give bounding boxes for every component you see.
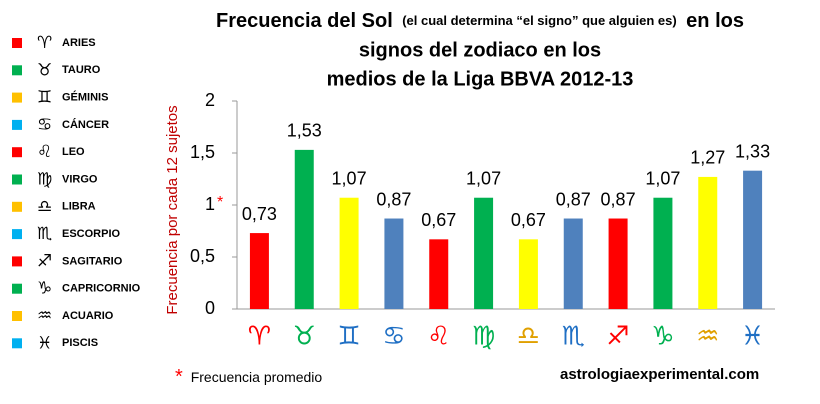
- legend-label: CÁNCER: [62, 118, 109, 131]
- value-label: 1,27: [690, 148, 725, 168]
- bar: [563, 218, 583, 309]
- legend-swatch: [12, 311, 22, 321]
- y-tick-label: 1: [205, 194, 215, 214]
- value-label: 1,07: [466, 168, 501, 188]
- value-label: 0,73: [242, 204, 277, 224]
- legend-label: LIBRA: [62, 201, 96, 213]
- legend-swatch: [12, 119, 22, 130]
- average-marker: *: [217, 194, 223, 211]
- title-part: Frecuencia del Sol: [216, 10, 393, 32]
- bar: [339, 197, 359, 309]
- legend-symbol: ♐: [37, 251, 52, 271]
- value-label: 1,07: [332, 168, 367, 188]
- bar: [608, 218, 628, 309]
- legend-swatch: [12, 338, 22, 349]
- value-label: 1,33: [735, 141, 770, 161]
- legend-symbol: ♌: [37, 142, 52, 162]
- legend-swatch: [12, 174, 22, 185]
- value-label: 0,87: [556, 189, 591, 209]
- x-tick-label: ♏: [562, 322, 585, 352]
- value-label: 0,67: [421, 210, 456, 230]
- legend-symbol: ♉: [37, 60, 52, 80]
- legend-swatch: [12, 283, 22, 294]
- x-tick-label: ♈: [248, 322, 271, 352]
- y-tick-label: 0,5: [190, 246, 215, 266]
- chart-title: signos del zodiaco en los: [359, 39, 601, 61]
- legend-swatch: [12, 201, 22, 212]
- legend-label: CAPRICORNIO: [62, 283, 141, 295]
- legend-label: TAURO: [62, 64, 101, 76]
- x-tick-label: ♋: [382, 322, 405, 352]
- legend-swatch: [12, 256, 22, 267]
- legend-label: GÉMINIS: [62, 91, 108, 104]
- legend-symbol: ♑: [37, 279, 52, 299]
- bar: [384, 218, 404, 309]
- footnote-text: Frecuencia promedio: [191, 369, 323, 385]
- x-tick-label: ♑: [651, 322, 674, 352]
- value-label: 0,87: [376, 189, 411, 209]
- x-tick-label: ♍: [472, 322, 495, 352]
- legend-label: ESCORPIO: [62, 228, 121, 240]
- x-tick-label: ♓: [741, 322, 764, 352]
- legend-label: LEO: [62, 146, 85, 158]
- value-label: 1,53: [287, 121, 322, 141]
- y-tick-label: 1,5: [190, 142, 215, 162]
- legend-swatch: [12, 147, 22, 158]
- bar: [698, 176, 718, 309]
- value-label: 0,87: [601, 189, 636, 209]
- x-tick-label: ♐: [606, 322, 629, 352]
- legend-swatch: [12, 92, 22, 103]
- chart-title: medios de la Liga BBVA 2012-13: [327, 68, 634, 90]
- bar: [474, 197, 494, 309]
- bar: [653, 197, 673, 309]
- x-tick-label: ♎: [517, 322, 540, 352]
- footnote-marker: *: [175, 366, 183, 388]
- legend-swatch: [12, 229, 22, 240]
- legend-symbol: ♈: [37, 33, 52, 53]
- legend-symbol: ♍: [37, 170, 52, 190]
- x-tick-label: ♉: [293, 322, 316, 352]
- legend-symbol: ♏: [37, 224, 52, 244]
- y-tick-label: 0: [205, 298, 215, 318]
- legend-symbol: ♎: [37, 197, 52, 217]
- legend-label: SAGITARIO: [62, 255, 123, 267]
- title-part: en los: [686, 10, 744, 32]
- legend-label: VIRGO: [62, 173, 98, 185]
- value-label: 1,07: [645, 168, 680, 188]
- bar: [429, 239, 449, 309]
- x-tick-label: ♌: [427, 322, 450, 352]
- bar: [743, 170, 763, 309]
- legend-symbol: ♊: [37, 88, 52, 108]
- x-tick-label: ♊: [337, 322, 360, 352]
- legend-symbol: ♋: [37, 115, 52, 135]
- x-tick-label: ♒: [696, 322, 719, 352]
- y-axis-label: Frecuencia por cada 12 sujetos: [164, 105, 181, 314]
- legend-swatch: [12, 65, 22, 76]
- legend-symbol: ♒: [37, 306, 52, 326]
- y-tick-label: 2: [205, 90, 215, 110]
- footnote: * Frecuencia promedio: [175, 366, 322, 388]
- title-part: (el cual determina “el signo” que alguie…: [402, 13, 677, 28]
- value-label: 0,67: [511, 210, 546, 230]
- bar: [294, 149, 314, 309]
- legend-swatch: [12, 38, 22, 48]
- chart-title: Frecuencia del Sol (el cual determina “e…: [216, 10, 744, 32]
- legend-symbol: ♓: [37, 333, 52, 353]
- source: astrologiaexperimental.com: [560, 366, 759, 383]
- legend-label: PISCIS: [62, 337, 98, 349]
- bar: [249, 233, 269, 309]
- bar: [518, 239, 538, 309]
- legend-label: ACUARIO: [62, 310, 114, 322]
- legend-label: ARIES: [62, 37, 96, 49]
